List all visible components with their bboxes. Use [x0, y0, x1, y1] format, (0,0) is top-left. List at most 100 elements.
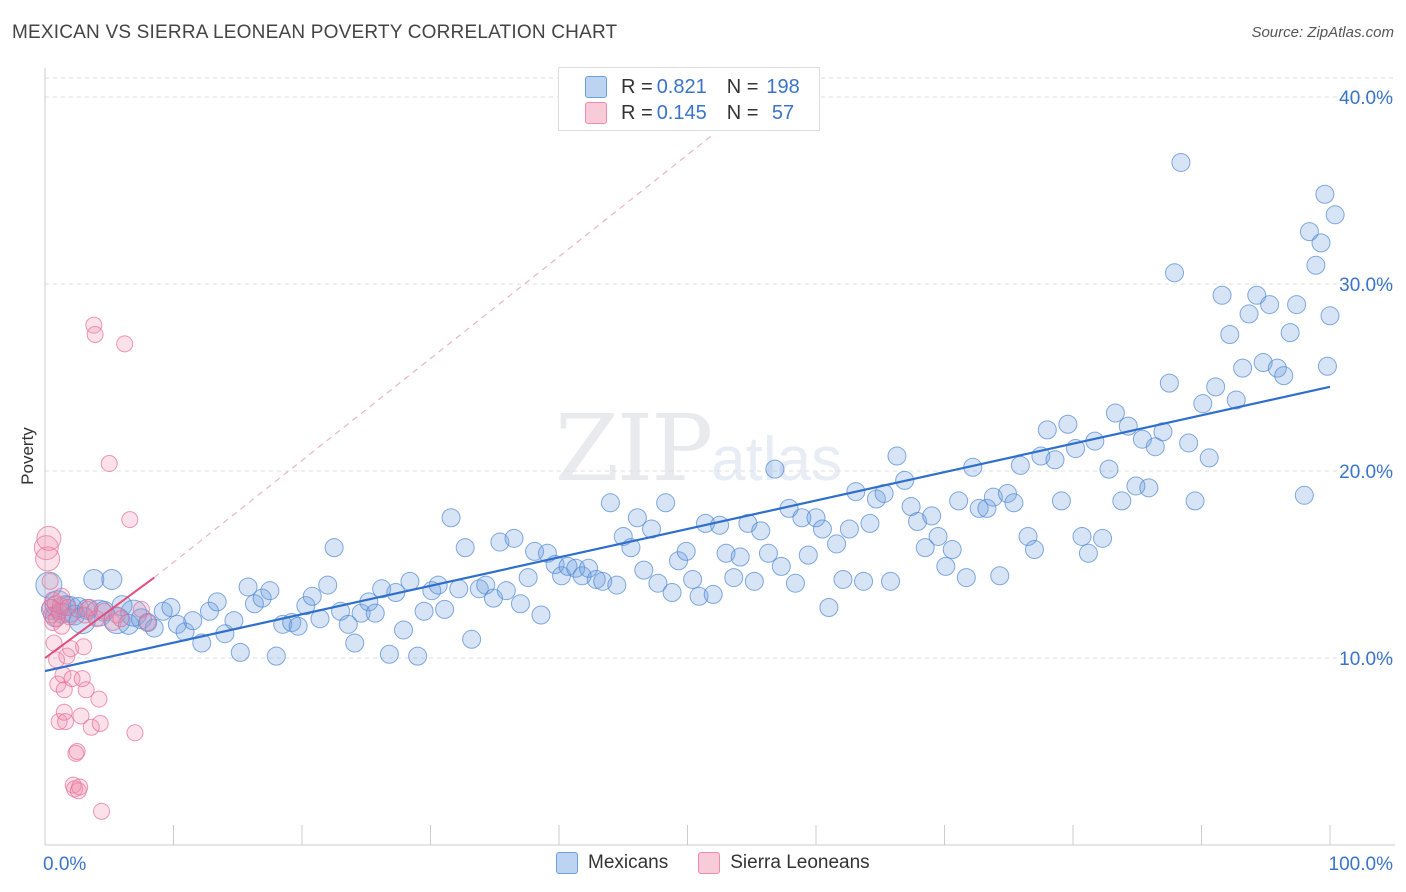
mexican-point [942, 540, 962, 560]
mexican-point [1274, 366, 1294, 386]
mexican-point [1193, 394, 1213, 414]
mexican-point [230, 642, 250, 662]
mexican-point [414, 601, 434, 621]
mexican-point [798, 545, 818, 565]
mexican-point [504, 528, 524, 548]
mexican-point [1010, 455, 1030, 475]
mexican-point [724, 568, 744, 588]
y-tick-label: 40.0% [1339, 88, 1393, 109]
mexican-point [1294, 485, 1314, 505]
sierra-leonean-point [33, 535, 59, 561]
mexican-point [238, 577, 258, 597]
mexican-point [161, 598, 181, 618]
sierra-leonean-point [72, 707, 90, 725]
legend-swatch-pink [698, 852, 721, 874]
mexican-point [969, 498, 989, 518]
mexican-point [613, 526, 633, 546]
mexican-point [771, 556, 791, 576]
mexican-point [296, 596, 316, 616]
mexican-point [730, 547, 750, 567]
legend-r-value: 0.821 [656, 75, 707, 98]
mexican-point [1199, 448, 1219, 468]
mexican-point [1287, 295, 1307, 315]
sierra-leonean-point [73, 670, 91, 688]
mexican-point [751, 521, 771, 541]
mexican-point [1317, 356, 1337, 376]
correlation-legend: R = 0.821 N = 198 R = 0.145 N = 57 [558, 67, 820, 131]
mexican-point [400, 571, 420, 591]
mexican-point [167, 614, 187, 634]
mexican-point [1165, 263, 1185, 283]
mexican-point [860, 513, 880, 533]
mexican-point [207, 592, 227, 612]
mexican-point [324, 538, 344, 558]
mexican-point [997, 483, 1017, 503]
x-tick-label: 100.0% [1329, 854, 1394, 875]
mexican-point [949, 491, 969, 511]
mexican-point [1239, 304, 1259, 324]
mexican-point [1220, 324, 1240, 344]
mexican-point [338, 614, 358, 634]
sierra-leonean-point [50, 602, 68, 620]
mexican-point [792, 508, 812, 528]
mexican-point [469, 579, 489, 599]
mexican-point [1072, 526, 1092, 546]
mexican-point [676, 541, 696, 561]
mexican-point [1179, 433, 1199, 453]
mexican-point [765, 459, 785, 479]
sierra-leonean-point [90, 690, 108, 708]
mexican-point [1185, 491, 1205, 511]
legend-label-mexicans: Mexicans [588, 852, 669, 873]
mexican-point [785, 573, 805, 593]
mexican-point [1159, 373, 1179, 393]
mexican-point [558, 556, 578, 576]
mexican-point [101, 568, 123, 590]
sierra-leonean-point [95, 602, 113, 620]
mexican-point [1206, 377, 1226, 397]
mexican-point [408, 646, 428, 666]
mexican-point [1247, 285, 1267, 305]
mexican-point [716, 543, 736, 563]
mexican-trend-line [44, 385, 1331, 673]
mexican-point [922, 506, 942, 526]
mexican-point [572, 566, 592, 586]
mexican-point [977, 498, 997, 518]
mexican-point [1315, 184, 1335, 204]
mexican-point [435, 599, 455, 619]
mexican-point [634, 560, 654, 580]
y-tick-label: 10.0% [1339, 649, 1393, 670]
legend-item-sierra-leoneans: Sierra Leoneans [698, 852, 870, 874]
mexican-point [1058, 414, 1078, 434]
mexican-point [662, 583, 682, 603]
mexican-point [866, 489, 886, 509]
mexican-point [1171, 152, 1191, 172]
mexican-point [510, 594, 530, 614]
legend-item-mexicans: Mexicans [556, 852, 668, 874]
mexican-point [372, 579, 392, 599]
mexican-point [379, 644, 399, 664]
sierra-leonean-point [139, 613, 157, 631]
mexican-point [593, 571, 613, 591]
mexican-point [1051, 491, 1071, 511]
mexican-point [244, 594, 264, 614]
sierra-leonean-point [126, 724, 144, 742]
mexican-point [758, 543, 778, 563]
mexican-point [1024, 540, 1044, 560]
mexican-point [744, 571, 764, 591]
mexican-point [586, 569, 606, 589]
mexican-point [600, 493, 620, 513]
legend-n-label: N = [726, 75, 759, 98]
mexican-point [537, 543, 557, 563]
mexican-point [648, 573, 668, 593]
mexican-point [1145, 437, 1165, 457]
watermark: ZIPatlas [555, 395, 842, 502]
mexican-point [1306, 255, 1326, 275]
mexican-point [607, 575, 627, 595]
legend-swatch-pink [585, 102, 607, 124]
series-legend: Mexicans Sierra Leoneans [556, 852, 900, 874]
mexican-point [1280, 323, 1300, 343]
sierra-leonean-point [50, 713, 68, 731]
mexican-point [936, 556, 956, 576]
sierra-leonean-point [35, 546, 61, 572]
